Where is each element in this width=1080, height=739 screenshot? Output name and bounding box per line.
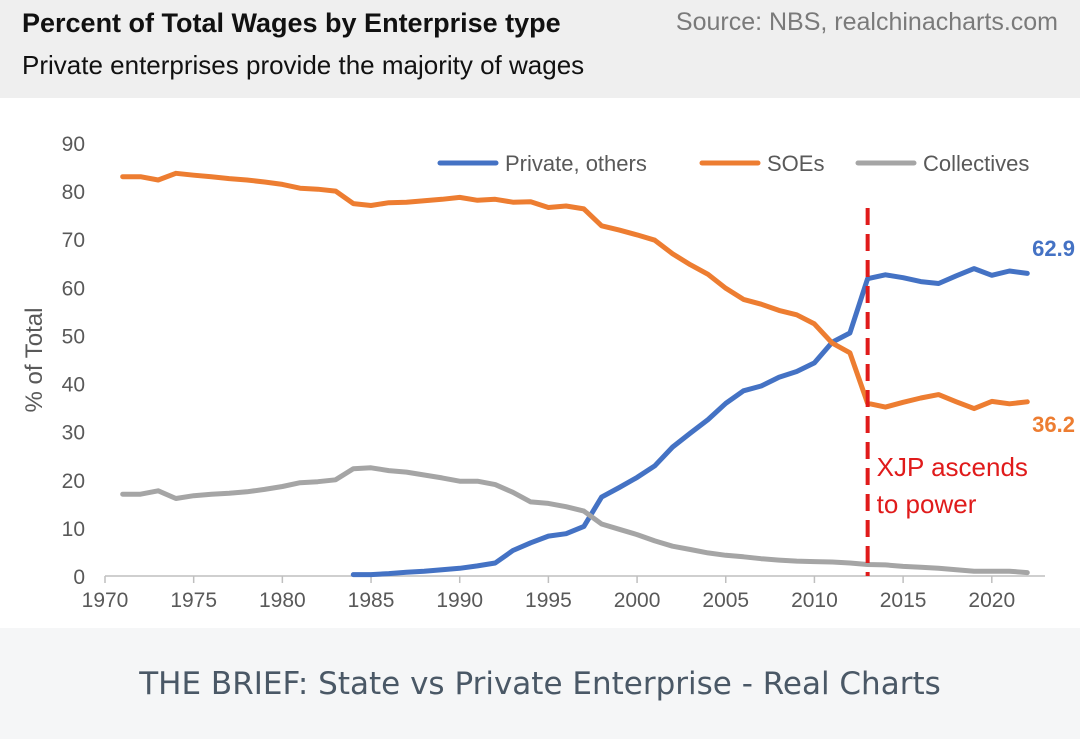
header-bar: Percent of Total Wages by Enterprise typ…: [0, 0, 1080, 98]
y-tick-label: 30: [62, 422, 85, 445]
x-tick-label: 2015: [880, 589, 927, 612]
y-tick-label: 90: [62, 133, 85, 156]
legend-label-collective: Collectives: [923, 151, 1029, 176]
footer-bar: THE BRIEF: State vs Private Enterprise -…: [0, 628, 1080, 739]
x-tick-label: 1980: [259, 589, 306, 612]
end-label-private: 62.9: [1032, 236, 1075, 261]
x-tick-label: 2020: [968, 589, 1015, 612]
y-tick-label: 40: [62, 374, 85, 397]
source-credit: Source: NBS, realchinacharts.com: [675, 8, 1058, 36]
series-line-soe: [120, 170, 1030, 412]
legend-label-soe: SOEs: [767, 151, 824, 176]
annotation-line2: to power: [877, 489, 977, 519]
line-chart: 0 10 20 30 40 50 60 70 80 90 1970 1975 1980 1985 1990…: [21, 133, 1075, 612]
y-tick-label: 60: [62, 277, 85, 300]
x-tick-label: 1970: [82, 589, 129, 612]
series-line-collective: [120, 465, 1030, 576]
series-line-private: [350, 266, 1030, 578]
y-axis-label: % of Total: [21, 308, 48, 413]
end-label-soe: 36.2: [1032, 412, 1075, 437]
x-tick-label: 1990: [436, 589, 483, 612]
y-tick-label: 80: [62, 181, 85, 204]
series-lines: [120, 170, 1030, 578]
annotation-line1: XJP ascends: [877, 452, 1028, 482]
x-tick-label: 1975: [170, 589, 217, 612]
x-axis-ticks: 1970 1975 1980 1985 1990 1995 2000 2005 2010 2015…: [82, 576, 1015, 612]
chart-subtitle: Private enterprises provide the majority…: [22, 50, 585, 80]
x-tick-label: 1995: [525, 589, 572, 612]
legend: Private, others SOEs Collectives: [437, 151, 1029, 176]
x-tick-label: 1985: [348, 589, 395, 612]
x-tick-label: 2005: [702, 589, 749, 612]
y-tick-label: 10: [62, 518, 85, 541]
y-tick-label: 70: [62, 229, 85, 252]
y-axis-ticks: 0 10 20 30 40 50 60 70 80 90: [62, 133, 85, 589]
y-tick-label: 20: [62, 470, 85, 493]
x-tick-label: 2000: [614, 589, 661, 612]
chart-title: Percent of Total Wages by Enterprise typ…: [22, 8, 561, 38]
legend-label-private: Private, others: [505, 151, 647, 176]
plot-panel: 0 10 20 30 40 50 60 70 80 90 1970 1975 1980 1985 1990…: [0, 98, 1080, 628]
footer-caption: THE BRIEF: State vs Private Enterprise -…: [139, 666, 941, 702]
y-tick-label: 50: [62, 325, 85, 348]
x-tick-label: 2010: [791, 589, 838, 612]
y-tick-label: 0: [73, 566, 85, 589]
